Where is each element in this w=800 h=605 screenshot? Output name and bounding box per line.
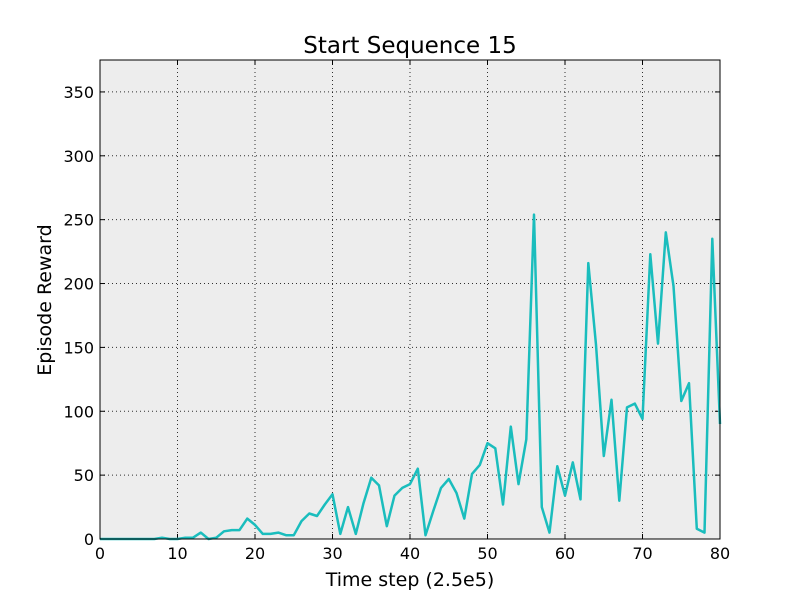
series-line (100, 213, 722, 541)
y-tick-label: 350 (63, 83, 94, 102)
x-tick-label: 80 (710, 544, 730, 563)
chart-title: Start Sequence 15 (303, 33, 517, 59)
x-tick-label: 70 (632, 544, 652, 563)
y-tick-label: 100 (63, 402, 94, 421)
x-tick-label: 40 (400, 544, 420, 563)
y-tick-label: 250 (63, 211, 94, 230)
plot-area (100, 60, 720, 539)
y-tick-label: 50 (74, 466, 94, 485)
x-tick-label: 20 (245, 544, 265, 563)
y-tick-label: 300 (63, 147, 94, 166)
y-tick-label: 150 (63, 338, 94, 357)
y-tick-label: 200 (63, 275, 94, 294)
y-tick-labels: 0 50 100 150 200 250 300 350 (63, 83, 94, 549)
x-tick-label: 50 (477, 544, 497, 563)
x-tick-labels: 0 10 20 30 40 50 60 70 80 (95, 544, 730, 563)
x-tick-label: 10 (167, 544, 187, 563)
tick-marks (99, 60, 721, 540)
y-tick-label: 0 (84, 530, 94, 549)
x-axis-label: Time step (2.5e5) (325, 569, 495, 591)
x-tick-label: 60 (555, 544, 575, 563)
y-axis-label: Episode Reward (34, 224, 56, 375)
x-tick-label: 30 (322, 544, 342, 563)
plot-frame (99, 59, 721, 540)
x-tick-label: 0 (95, 544, 105, 563)
